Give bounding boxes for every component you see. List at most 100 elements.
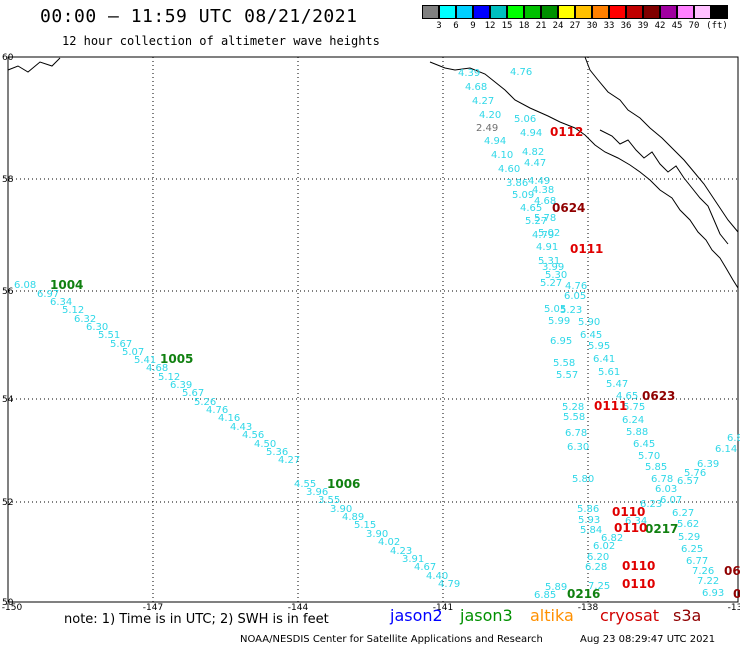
legend-swatch <box>660 5 677 19</box>
lat-tick-label: 56 <box>2 287 14 297</box>
wave-height-label: 4.23 <box>390 546 412 557</box>
wave-height-label: 6.28 <box>585 562 607 573</box>
wave-height-label: 4.68 <box>146 363 168 374</box>
wave-height-label: 3.55 <box>318 495 340 506</box>
map-frame <box>7 56 739 603</box>
legend-labels: 3 6 9 12 15 18 21 24 27 30 33 36 39 42 45 70 (ft) <box>422 19 728 33</box>
wave-height-label: 6.39 <box>170 380 192 391</box>
legend-label: 39 <box>637 21 649 31</box>
wave-height-label: 4.79 <box>438 579 460 590</box>
coastline <box>429 61 739 289</box>
lat-tick-label: 58 <box>2 175 14 185</box>
wave-height-label: 5.86 <box>577 504 599 515</box>
legend-label: 15 <box>501 21 513 31</box>
wave-height-label: 3.90 <box>330 504 352 515</box>
wave-height-label: 5.41 <box>134 355 156 366</box>
wave-height-label: 5.57 <box>556 370 578 381</box>
pass-time-label: 1006 <box>327 477 360 491</box>
color-legend: 3 6 9 12 15 18 21 24 27 30 33 36 39 42 45 70 (ft) <box>422 5 728 33</box>
wave-height-label: 4.16 <box>218 413 240 424</box>
wave-height-label: 4.20 <box>479 110 501 121</box>
wave-height-label: 4.50 <box>254 439 276 450</box>
wave-height-label: 5.27 <box>525 216 547 227</box>
legend-jason2: jason2 <box>390 606 443 625</box>
pass-time-label: 0624 <box>552 201 585 215</box>
legend-altika: altika <box>530 606 574 625</box>
legend-swatch <box>711 5 728 19</box>
wave-height-label: 5.51 <box>98 330 120 341</box>
wave-height-label: 6.34 <box>50 297 72 308</box>
wave-height-label: 5.78 <box>534 213 556 224</box>
legend-swatch <box>558 5 575 19</box>
coastline-inland <box>584 56 739 233</box>
wave-height-label: 4.82 <box>522 147 544 158</box>
wave-height-label: 4.55 <box>294 479 316 490</box>
legend-swatch <box>609 5 626 19</box>
wave-height-label: 6.41 <box>593 354 615 365</box>
wave-height-label: 7.26 <box>692 566 714 577</box>
wave-height-label: 4.79 <box>532 230 554 241</box>
wave-height-label: 4.27 <box>278 455 300 466</box>
wave-height-label: 5.26 <box>194 397 216 408</box>
lat-tick-label: 52 <box>2 498 13 508</box>
coastline-west <box>7 57 61 73</box>
legend-swatch <box>507 5 524 19</box>
wave-height-label: 5.12 <box>158 372 180 383</box>
legend-label: 30 <box>586 21 598 31</box>
wave-height-label: 6.8 <box>727 433 740 444</box>
legend-label: 6 <box>453 21 459 31</box>
wave-height-label: 5.05 <box>544 304 566 315</box>
page-title: 00:00 – 11:59 UTC 08/21/2021 <box>40 6 358 27</box>
lon-tick-label: -150 <box>2 603 23 613</box>
legend-label: 42 <box>654 21 666 31</box>
wave-height-label: 5.31 <box>538 256 560 267</box>
legend-label: (ft) <box>706 21 728 31</box>
wave-height-label: 4.94 <box>484 136 506 147</box>
wave-height-label: 6.82 <box>601 533 623 544</box>
wave-height-label: 4.76 <box>565 281 587 292</box>
wave-height-label: 6.57 <box>677 476 699 487</box>
wave-height-label: 4.60 <box>498 164 520 175</box>
legend-label: 3 <box>436 21 442 31</box>
pass-time-label: 0110 <box>622 559 655 573</box>
wave-height-label: 4.76 <box>206 405 228 416</box>
wave-height-label: 6.78 <box>651 474 673 485</box>
legend-label: 9 <box>470 21 476 31</box>
wave-height-label: 6.85 <box>534 590 556 601</box>
pass-time-label: 0110 <box>614 521 647 535</box>
pass-time-label: 0623 <box>642 389 675 403</box>
legend-cryosat: cryosat <box>600 606 660 625</box>
wave-height-label: 6.23 <box>640 499 662 510</box>
wave-height-label: 5.09 <box>512 190 534 201</box>
lon-tick-label: -144 <box>288 603 309 613</box>
lat-tick-label: 50 <box>2 598 14 608</box>
legend-s3a: s3a <box>673 606 702 625</box>
legend-swatch <box>456 5 473 19</box>
pass-time-label: 0112 <box>550 125 583 139</box>
wave-height-label: 5.29 <box>678 532 700 543</box>
pass-time-label: 1005 <box>160 352 193 366</box>
legend-label: 12 <box>484 21 496 31</box>
wave-height-label: 7.22 <box>697 576 719 587</box>
wave-height-label: 4.38 <box>532 185 554 196</box>
note-text: note: 1) Time is in UTC; 2) SWH is in fe… <box>64 612 329 627</box>
wave-height-label: 5.12 <box>62 305 84 316</box>
legend-swatch <box>490 5 507 19</box>
wave-height-label: 4.89 <box>342 512 364 523</box>
lat-tick-label: 60 <box>2 53 14 63</box>
lon-tick-label: -13 <box>728 603 740 613</box>
wave-height-label: 5.67 <box>182 388 204 399</box>
lon-tick-label: -141 <box>433 603 453 613</box>
legend-swatch <box>439 5 456 19</box>
pass-time-label: 0111 <box>570 242 603 256</box>
pass-time-label: 0 <box>733 587 740 601</box>
wave-height-label: 6.14 <box>715 444 737 455</box>
wave-height-label: 5.23 <box>560 305 582 316</box>
lon-tick-label: -138 <box>578 603 599 613</box>
wave-height-label: 5.70 <box>638 451 660 462</box>
legend-swatch <box>473 5 490 19</box>
legend-label: 24 <box>552 21 564 31</box>
wave-height-label: 4.68 <box>465 82 487 93</box>
legend-label: 33 <box>603 21 615 31</box>
